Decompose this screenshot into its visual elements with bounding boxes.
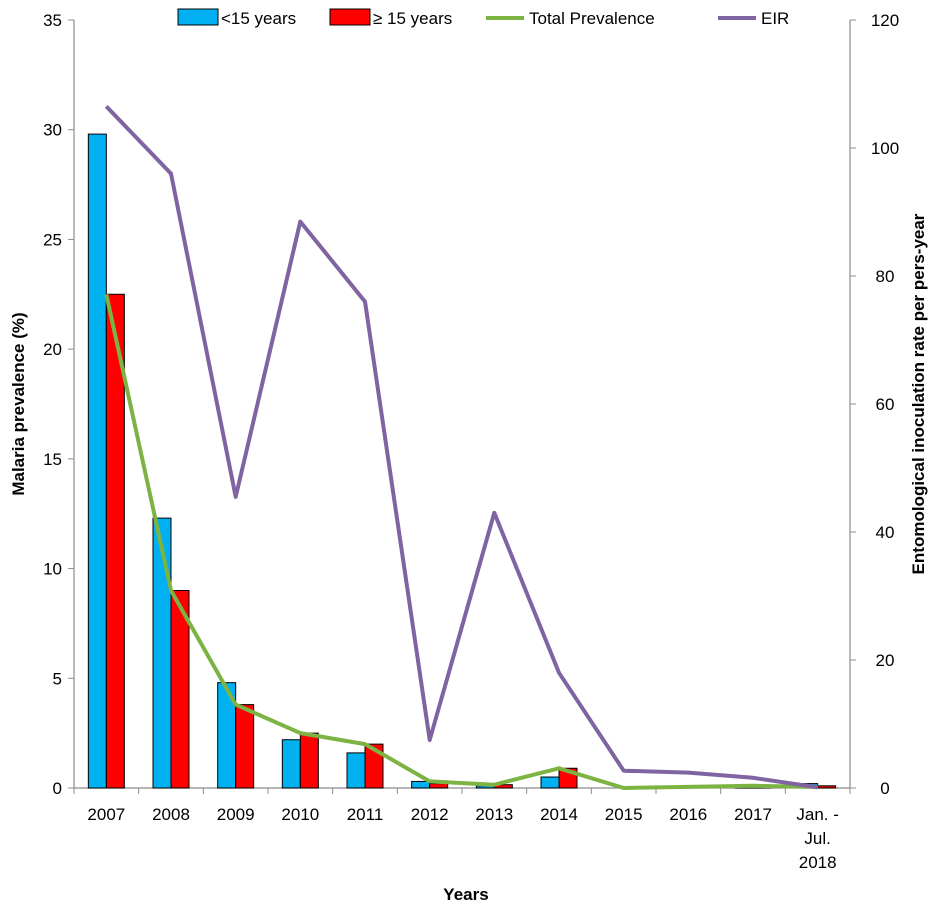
y-tick-label: 10 (43, 560, 62, 579)
y2-tick-label: 40 (876, 523, 895, 542)
eir-line (104, 105, 818, 790)
y2-tick-label: 20 (876, 651, 895, 670)
bar-under-15 (281, 739, 301, 789)
bar-over-15 (299, 732, 319, 789)
y2-tick-label: 80 (876, 267, 895, 286)
x-tick-label: 2016 (669, 805, 707, 824)
y-tick-label: 15 (43, 450, 62, 469)
y-tick-label: 20 (43, 340, 62, 359)
bar-over-15 (170, 590, 190, 789)
bar-over-15 (429, 783, 449, 789)
x-tick-label: 2009 (217, 805, 255, 824)
x-tick-label: 2014 (540, 805, 578, 824)
y-axis-title: Malaria prevalence (%) (9, 312, 28, 495)
legend-label: Total Prevalence (529, 9, 655, 28)
x-tick-label: 2008 (152, 805, 190, 824)
legend-label: ≥ 15 years (373, 9, 452, 28)
bar-over-15 (105, 293, 125, 789)
total-prevalence-line (104, 293, 818, 790)
y2-tick-label: 60 (876, 395, 895, 414)
bar-over-15 (235, 704, 255, 789)
bar-under-15 (540, 776, 560, 789)
legend-swatch (177, 8, 219, 26)
y-tick-label: 0 (53, 779, 62, 798)
bar-under-15 (346, 752, 366, 789)
x-tick-label: 2012 (411, 805, 449, 824)
legend-label: <15 years (221, 9, 296, 28)
y2-axis-title: Entomological inoculation rate per pers-… (909, 213, 928, 574)
x-tick-label: 2010 (281, 805, 319, 824)
legend-swatch (329, 8, 371, 26)
y2-tick-label: 100 (871, 139, 899, 158)
x-tick-label: 2011 (347, 805, 384, 824)
bar-over-15 (817, 785, 837, 789)
x-tick-label: 2007 (87, 805, 125, 824)
x-tick-label: Jan. -Jul. 2018 (796, 805, 839, 872)
x-tick-label: 2017 (734, 805, 772, 824)
y-tick-label: 5 (53, 669, 62, 688)
x-tick-label: 2013 (475, 805, 513, 824)
bar-under-15 (87, 133, 107, 789)
bar-under-15 (411, 780, 431, 789)
bar-over-15 (364, 743, 384, 789)
y2-tick-label: 120 (871, 11, 899, 30)
legend-label: EIR (761, 9, 789, 28)
y2-tick-label: 0 (880, 779, 889, 798)
x-tick-label: 2015 (605, 805, 643, 824)
y-tick-label: 30 (43, 121, 62, 140)
x-axis-title: Years (443, 885, 488, 904)
y-tick-label: 35 (43, 11, 62, 30)
y-tick-label: 25 (43, 230, 62, 249)
